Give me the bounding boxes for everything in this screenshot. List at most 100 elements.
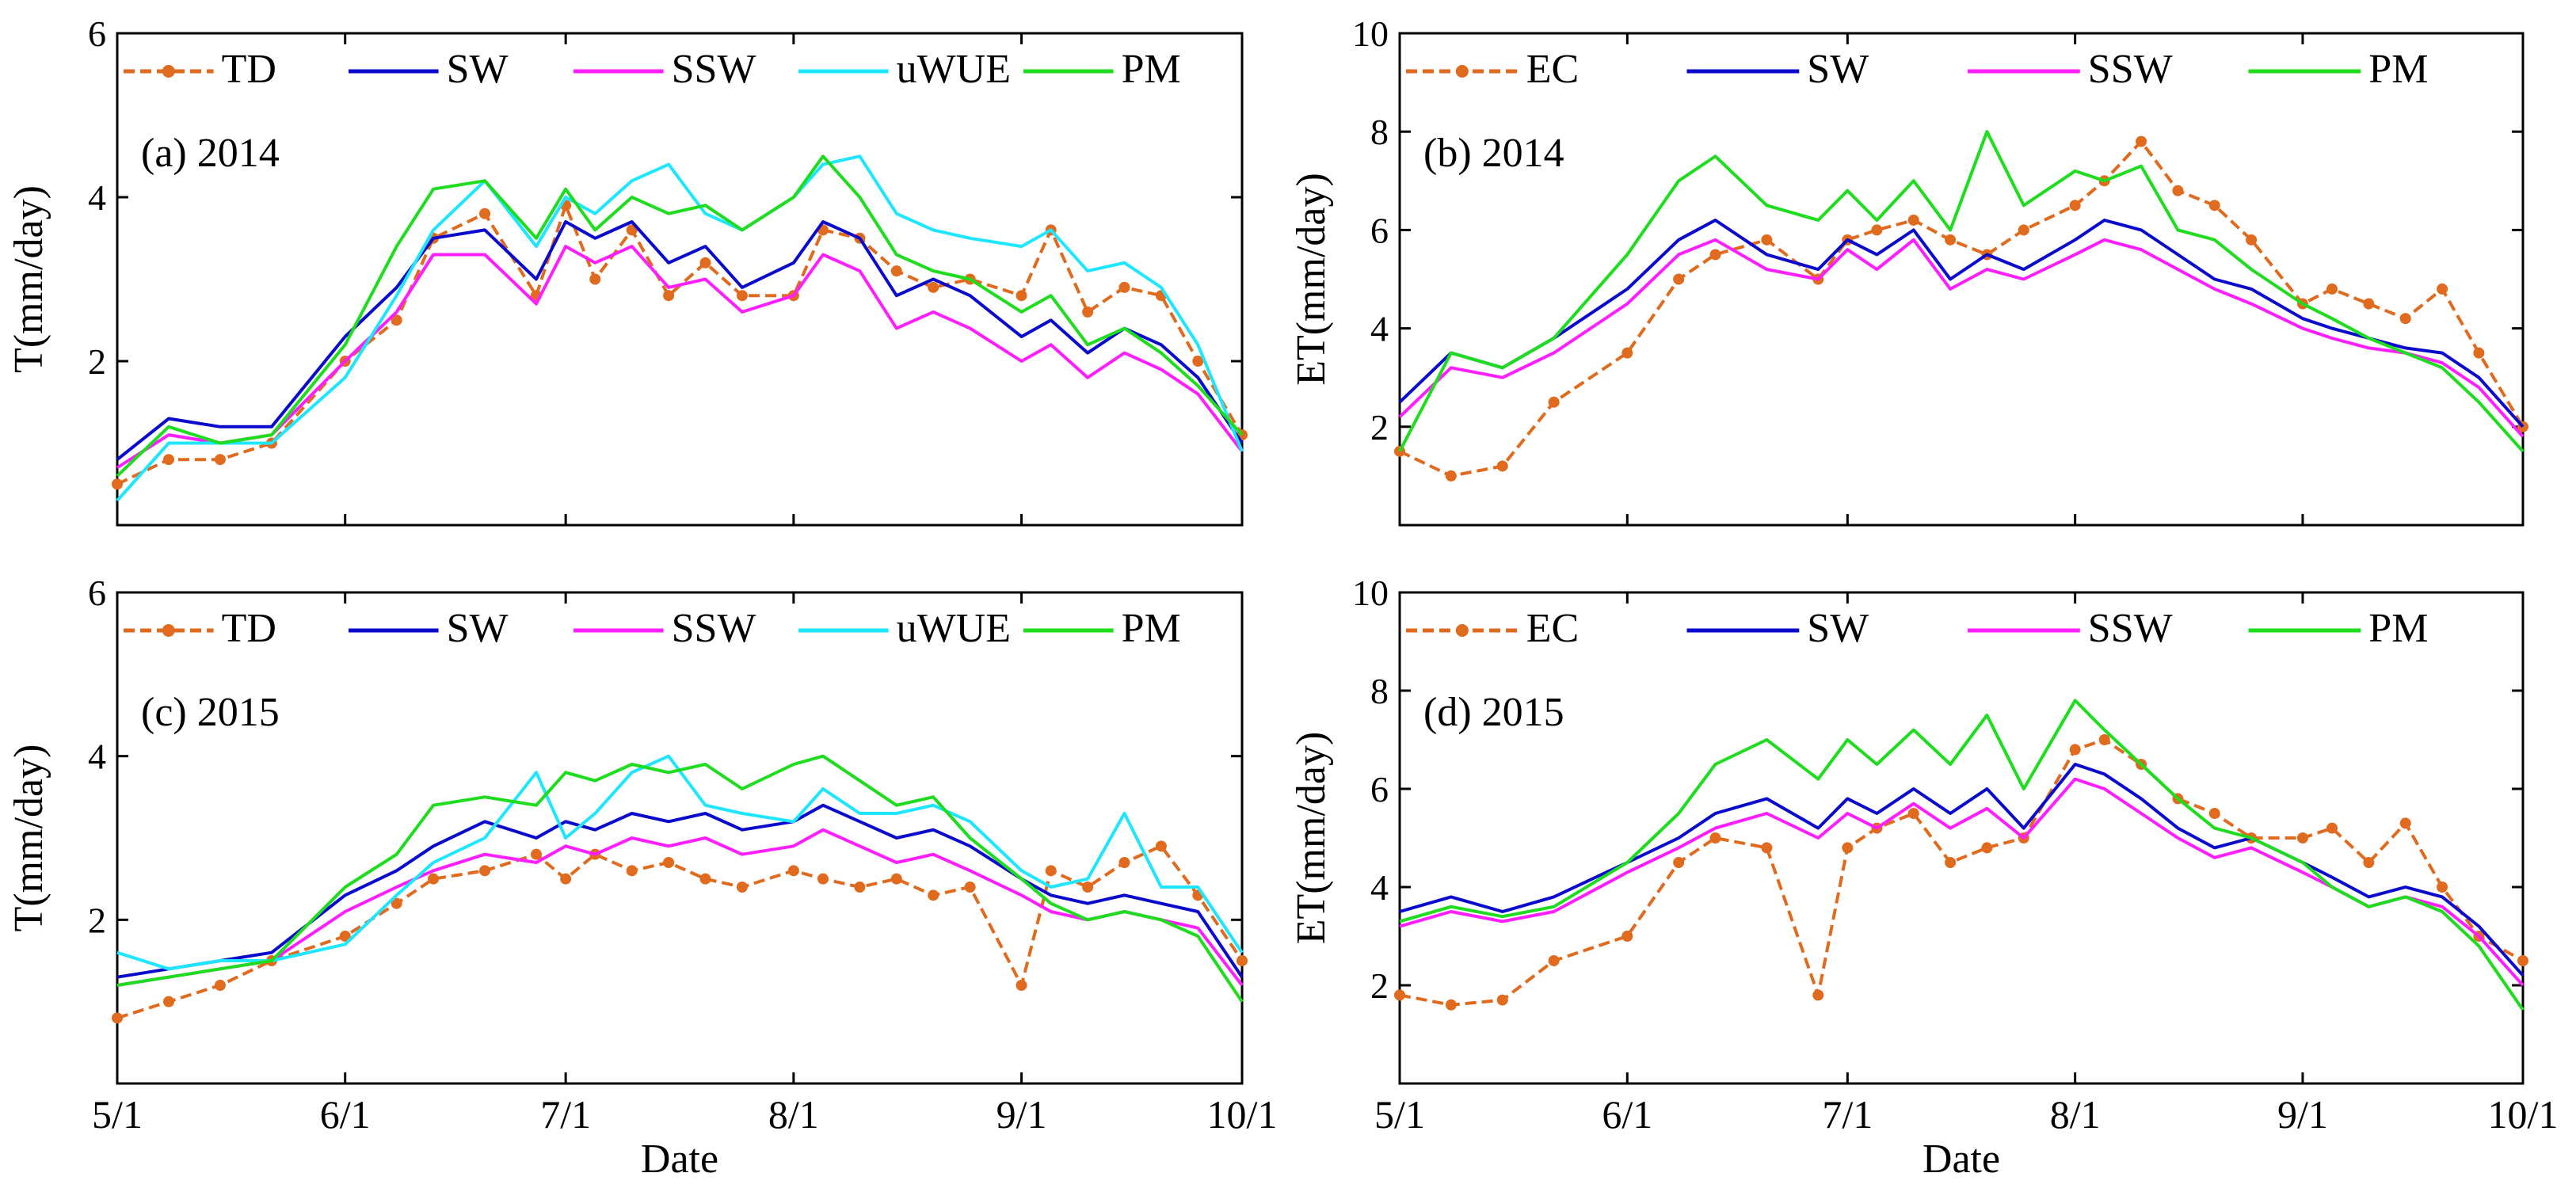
data-point-EC <box>1812 989 1824 1001</box>
data-point-EC <box>1761 842 1773 854</box>
y-tick-label: 2 <box>1370 407 1389 447</box>
legend-marker-TD <box>162 624 175 637</box>
data-point-TD <box>626 224 638 236</box>
data-point-TD <box>699 257 711 268</box>
data-point-TD <box>663 857 675 868</box>
legend-label: EC <box>1526 606 1579 651</box>
series-line-EC <box>1399 738 2524 1007</box>
data-point-TD <box>162 454 174 466</box>
legend-marker-TD <box>162 65 175 78</box>
data-point-EC <box>1945 857 1957 868</box>
legend-marker-EC <box>1455 624 1469 637</box>
data-point-EC <box>1871 224 1883 236</box>
y-tick-label: 10 <box>1352 573 1389 613</box>
data-point-TD <box>928 281 939 293</box>
x-tick-label: 10/1 <box>2488 1092 2559 1137</box>
data-point-TD <box>428 873 440 885</box>
y-tick-label: 4 <box>1370 309 1389 349</box>
y-tick-label: 6 <box>1370 769 1389 809</box>
data-point-EC <box>2069 200 2081 211</box>
data-point-EC <box>2437 283 2448 295</box>
y-tick-label: 4 <box>88 737 106 777</box>
chart-panel-4: 2 4 6 8 10 5/1 6/1 7/1 8/1 9/1 10/1 ET(mm/day) Date (… <box>1289 573 2558 1182</box>
legend-label: SW <box>447 606 509 651</box>
panel-label: (d) 2015 <box>1423 690 1564 735</box>
series-line-PM <box>1399 699 2525 1011</box>
data-point-TD <box>854 882 866 893</box>
x-tick-label: 8/1 <box>768 1092 819 1137</box>
series-line-uWUE <box>116 154 1244 502</box>
legend-label: PM <box>2368 606 2428 651</box>
legend-label: uWUE <box>897 606 1011 651</box>
data-point-EC <box>1673 857 1685 868</box>
data-point-EC <box>2437 882 2448 893</box>
data-point-TD <box>890 265 902 277</box>
x-tick-label: 7/1 <box>1822 1092 1873 1137</box>
data-point-EC <box>2399 313 2411 325</box>
series-line-TD <box>116 844 1244 1020</box>
data-point-EC <box>2208 200 2220 211</box>
data-point-EC <box>1981 842 1993 854</box>
data-point-TD <box>787 865 799 877</box>
x-tick-label: 7/1 <box>540 1092 591 1137</box>
x-tick-label: 9/1 <box>996 1092 1047 1137</box>
data-point-TD <box>391 314 402 326</box>
data-point-TD <box>1118 281 1130 293</box>
data-point-TD <box>112 478 123 490</box>
y-axis-label: T(mm/day) <box>6 745 51 932</box>
y-tick-label: 6 <box>88 573 106 613</box>
plot-frame <box>1398 591 2525 1085</box>
data-point-EC <box>2326 283 2338 295</box>
legend-label: SW <box>1807 47 1869 92</box>
data-point-EC <box>2172 185 2184 196</box>
data-point-TD <box>479 865 491 877</box>
data-point-EC <box>2098 734 2110 745</box>
series-line-SSW <box>116 245 1244 470</box>
y-axis-label: ET(mm/day) <box>1289 732 1334 945</box>
legend-label: SSW <box>2088 47 2173 92</box>
y-axis-label: ET(mm/day) <box>1289 173 1334 386</box>
legend-label: PM <box>1122 47 1181 92</box>
x-axis-label: Date <box>1922 1137 2000 1182</box>
plot-frame <box>1398 32 2525 527</box>
data-point-TD <box>1192 356 1204 367</box>
data-point-EC <box>1496 460 1508 472</box>
data-point-TD <box>663 290 675 302</box>
legend-marker-EC <box>1455 65 1469 78</box>
series-line-SSW <box>1398 238 2525 438</box>
x-tick-label: 6/1 <box>320 1092 371 1137</box>
data-point-EC <box>2069 744 2081 756</box>
series-line-PM <box>1398 130 2525 453</box>
y-tick-label: 2 <box>1370 965 1389 1006</box>
chart-panel-1: 2 4 6 T(mm/day) (a) 2014 TD SW SSW uWUE PM <box>6 13 1248 527</box>
data-point-TD <box>1045 865 1057 877</box>
data-point-TD <box>1118 857 1130 868</box>
y-tick-label: 6 <box>88 13 106 54</box>
data-point-EC <box>2517 955 2528 966</box>
data-point-TD <box>1237 955 1248 966</box>
legend-label: SSW <box>672 606 756 651</box>
data-point-EC <box>1673 273 1685 285</box>
data-point-TD <box>214 454 226 466</box>
series-line-SW <box>116 220 1244 461</box>
data-point-EC <box>1394 989 1405 1001</box>
data-point-TD <box>589 273 601 285</box>
x-tick-label: 5/1 <box>1374 1092 1425 1137</box>
data-point-TD <box>339 931 351 942</box>
series-line-EC <box>1399 139 2525 478</box>
data-point-EC <box>1445 999 1457 1011</box>
data-point-EC <box>1907 808 1919 819</box>
legend-label: TD <box>222 47 276 92</box>
panel-label: (c) 2015 <box>141 690 280 735</box>
x-axis-label: Date <box>641 1137 718 1182</box>
series-line-PM <box>116 754 1244 1003</box>
legend-label: SSW <box>672 47 756 92</box>
legend-label: SSW <box>2088 606 2173 651</box>
data-point-EC <box>1496 994 1508 1006</box>
legend-label: TD <box>222 606 276 651</box>
data-point-TD <box>736 882 748 893</box>
data-point-EC <box>1761 234 1773 246</box>
data-point-TD <box>1016 290 1027 302</box>
legend-label: PM <box>2368 47 2428 92</box>
data-point-TD <box>1082 882 1094 893</box>
